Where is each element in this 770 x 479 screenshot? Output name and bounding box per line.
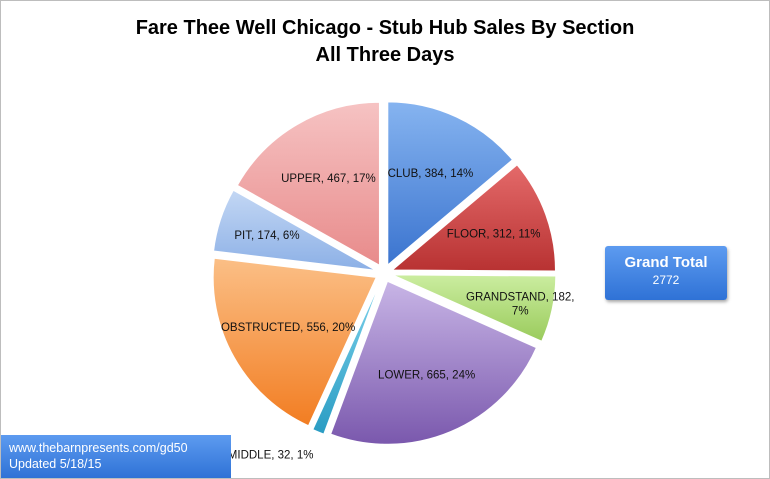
- pie-slice-lower: [330, 280, 538, 445]
- slice-label-pit: PIT, 174, 6%: [234, 230, 299, 242]
- pie-slice-floor: [391, 164, 556, 272]
- grand-total-box: Grand Total 2772: [605, 246, 727, 300]
- pie-slice-grandstand: [392, 274, 557, 342]
- slice-label-club: CLUB, 384, 14%: [388, 168, 474, 180]
- grand-total-label: Grand Total: [624, 254, 708, 271]
- slice-label-obstructed: OBSTRUCTED, 556, 20%: [221, 322, 355, 334]
- grand-total-value: 2772: [652, 273, 680, 287]
- slice-label-upper: UPPER, 467, 17%: [281, 173, 376, 185]
- pie-slice-pit: [213, 189, 376, 271]
- footer-url: www.thebarnpresents.com/gd50: [9, 441, 188, 455]
- pie-slice-middle: [312, 281, 382, 435]
- slice-label-lower: LOWER, 665, 24%: [378, 369, 475, 381]
- chart-title-line-1: Fare Thee Well Chicago - Stub Hub Sales …: [135, 17, 635, 39]
- slice-label-middle: MIDDLE, 32, 1%: [228, 449, 314, 461]
- chart-title-line-2: All Three Days: [315, 44, 455, 66]
- pie-slice-obstructed: [212, 257, 377, 427]
- chart-title: Fare Thee Well Chicago - Stub Hub Sales …: [1, 15, 769, 69]
- pie-slice-upper: [236, 101, 380, 267]
- slice-label-floor: FLOOR, 312, 11%: [447, 228, 541, 240]
- pie-slice-club: [387, 101, 514, 266]
- footer-updated: Updated 5/18/15: [9, 457, 102, 471]
- slice-label-grandstand: GRANDSTAND, 182, 7%: [466, 291, 574, 317]
- footer-box: www.thebarnpresents.com/gd50 Updated 5/1…: [1, 435, 231, 478]
